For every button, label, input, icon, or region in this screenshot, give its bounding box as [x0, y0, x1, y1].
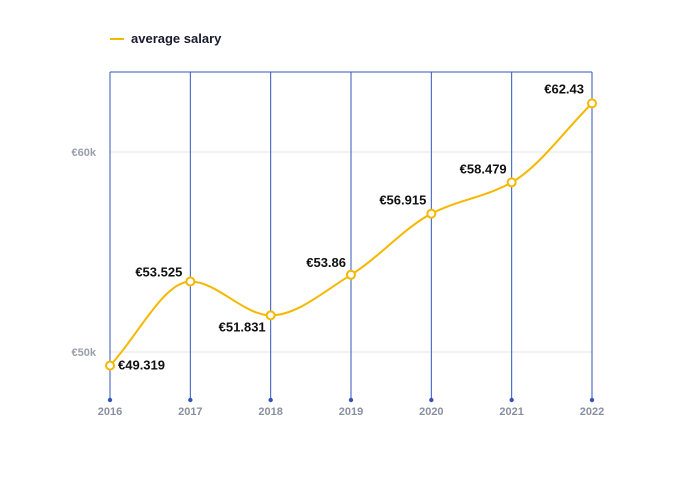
data-point: [346, 269, 356, 280]
data-point: [105, 360, 115, 371]
data-point: [185, 276, 196, 287]
x-tick-label: 2017: [178, 406, 202, 418]
x-tick-dot: [348, 397, 354, 403]
x-tick-dot: [268, 397, 273, 403]
x-tick-label: 2021: [499, 406, 523, 418]
x-tick-label: 2018: [258, 406, 282, 418]
x-axis-ticks: 2016 2017 2018 2019 2020 2021 2022: [98, 406, 604, 418]
data-label: €53.86: [306, 255, 346, 270]
data-points: [105, 98, 597, 371]
x-tick-dot: [589, 397, 595, 403]
x-tick-label: 2022: [580, 406, 604, 418]
data-label: €49.319: [118, 358, 165, 373]
legend: average salary: [110, 31, 222, 46]
data-label: €53.525: [135, 265, 182, 280]
x-tick-dot: [188, 397, 193, 403]
y-tick-label: €60k: [72, 147, 97, 159]
x-tick-dot: [509, 397, 514, 403]
data-label: €56.915: [379, 193, 426, 208]
axes: [107, 71, 595, 403]
data-labels: €49.319 €53.525 €51.831 €53.86 €56.915 €58.47…: [118, 81, 584, 372]
y-tick-label: €50k: [72, 347, 97, 359]
data-point: [265, 310, 276, 321]
x-tick-label: 2020: [419, 406, 443, 418]
x-tick-label: 2019: [339, 406, 363, 418]
data-point: [506, 177, 517, 188]
data-label: €51.831: [219, 319, 266, 334]
data-label: €58.479: [460, 161, 507, 176]
data-label: €62.43: [544, 81, 584, 96]
x-tick-dot: [107, 397, 113, 403]
x-tick-dot: [429, 397, 434, 403]
data-point: [426, 208, 437, 219]
data-point: [587, 98, 597, 109]
legend-label: average salary: [131, 31, 222, 46]
y-axis-ticks: €50k €60k: [72, 147, 97, 359]
x-tick-label: 2016: [98, 406, 122, 418]
